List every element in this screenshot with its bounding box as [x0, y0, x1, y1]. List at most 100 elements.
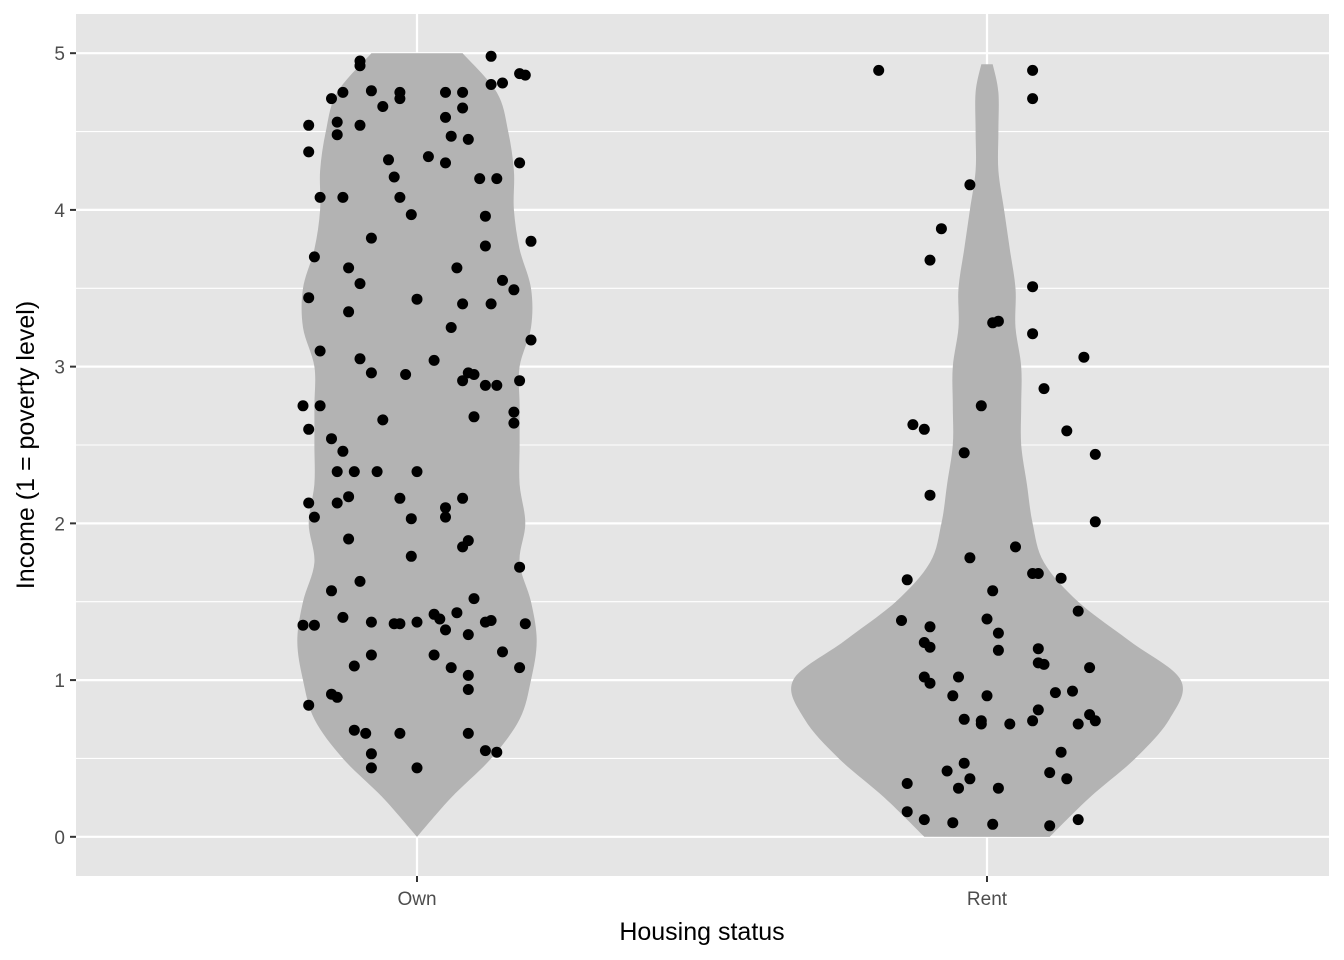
- data-point: [901, 778, 913, 789]
- data-point: [440, 511, 451, 523]
- data-point: [924, 641, 936, 653]
- data-point: [1049, 687, 1061, 699]
- data-point: [457, 102, 469, 114]
- data-point: [1044, 820, 1056, 832]
- data-point: [303, 146, 315, 158]
- data-point: [479, 745, 491, 757]
- data-point: [400, 369, 412, 380]
- y-tick-label: 4: [54, 201, 65, 222]
- data-point: [457, 492, 469, 504]
- data-point: [514, 375, 526, 387]
- data-point: [958, 447, 970, 459]
- data-point: [514, 662, 526, 674]
- data-point: [1089, 715, 1101, 727]
- data-point: [918, 423, 930, 435]
- data-point: [331, 466, 343, 478]
- data-point: [1010, 541, 1021, 553]
- data-point: [297, 619, 309, 631]
- data-point: [992, 644, 1004, 656]
- data-point: [964, 179, 976, 191]
- data-point: [354, 278, 366, 290]
- data-point: [873, 64, 885, 76]
- data-point: [1084, 662, 1096, 674]
- data-point: [462, 133, 474, 145]
- data-point: [479, 240, 491, 252]
- data-point: [337, 191, 349, 203]
- data-point: [394, 492, 406, 504]
- data-point: [918, 814, 930, 826]
- data-point: [514, 157, 526, 169]
- data-point: [1067, 685, 1078, 697]
- data-point: [365, 85, 377, 97]
- data-point: [514, 561, 526, 573]
- data-point: [343, 262, 355, 274]
- x-tick-label: Own: [397, 889, 436, 910]
- data-point: [987, 585, 999, 597]
- data-point: [451, 607, 463, 619]
- data-point: [326, 93, 337, 105]
- data-point: [308, 251, 320, 263]
- data-point: [1032, 568, 1044, 579]
- data-point: [337, 611, 349, 623]
- x-tick-label: Rent: [967, 889, 1008, 910]
- data-point: [440, 624, 451, 636]
- data-point: [365, 232, 377, 244]
- data-point: [1032, 704, 1044, 716]
- data-point: [365, 649, 377, 661]
- data-point: [297, 400, 309, 412]
- data-point: [354, 575, 366, 587]
- data-point: [326, 433, 337, 445]
- data-point: [383, 154, 394, 166]
- data-point: [947, 690, 959, 702]
- data-point: [924, 489, 936, 501]
- data-point: [519, 69, 531, 81]
- data-point: [377, 101, 389, 112]
- data-point: [303, 699, 315, 711]
- data-point: [388, 171, 400, 183]
- data-point: [468, 411, 480, 423]
- data-point: [508, 284, 520, 296]
- data-point: [331, 116, 343, 128]
- data-point: [331, 691, 343, 703]
- data-point: [1038, 658, 1050, 670]
- data-point: [1061, 425, 1073, 437]
- data-point: [308, 619, 320, 631]
- data-point: [497, 646, 508, 658]
- data-point: [1027, 64, 1039, 76]
- y-axis: 0 1 2 3 4 5: [54, 44, 76, 849]
- data-point: [308, 511, 320, 523]
- y-tick-label: 3: [54, 358, 65, 379]
- data-point: [331, 129, 343, 141]
- data-point: [958, 713, 970, 725]
- data-point: [411, 293, 423, 305]
- data-point: [1072, 605, 1084, 617]
- data-point: [457, 375, 469, 387]
- data-point: [508, 406, 520, 418]
- data-point: [411, 616, 423, 628]
- data-point: [457, 298, 469, 310]
- data-point: [462, 629, 474, 641]
- data-point: [1044, 767, 1056, 779]
- data-point: [303, 292, 315, 304]
- data-point: [987, 818, 999, 830]
- data-point: [941, 765, 953, 777]
- data-point: [1078, 351, 1090, 363]
- data-point: [1032, 643, 1044, 655]
- data-point: [964, 773, 976, 785]
- data-point: [1055, 572, 1067, 584]
- data-point: [303, 119, 315, 131]
- data-point: [924, 677, 936, 689]
- data-point: [462, 669, 474, 681]
- data-point: [314, 345, 326, 357]
- data-point: [365, 748, 377, 760]
- data-point: [1055, 746, 1067, 758]
- data-point: [365, 367, 377, 379]
- data-point: [428, 649, 440, 661]
- data-point: [394, 191, 406, 203]
- data-point: [428, 354, 440, 366]
- data-point: [1038, 383, 1050, 395]
- data-point: [525, 334, 537, 346]
- data-point: [445, 662, 457, 674]
- data-point: [1089, 516, 1101, 528]
- data-point: [457, 86, 469, 98]
